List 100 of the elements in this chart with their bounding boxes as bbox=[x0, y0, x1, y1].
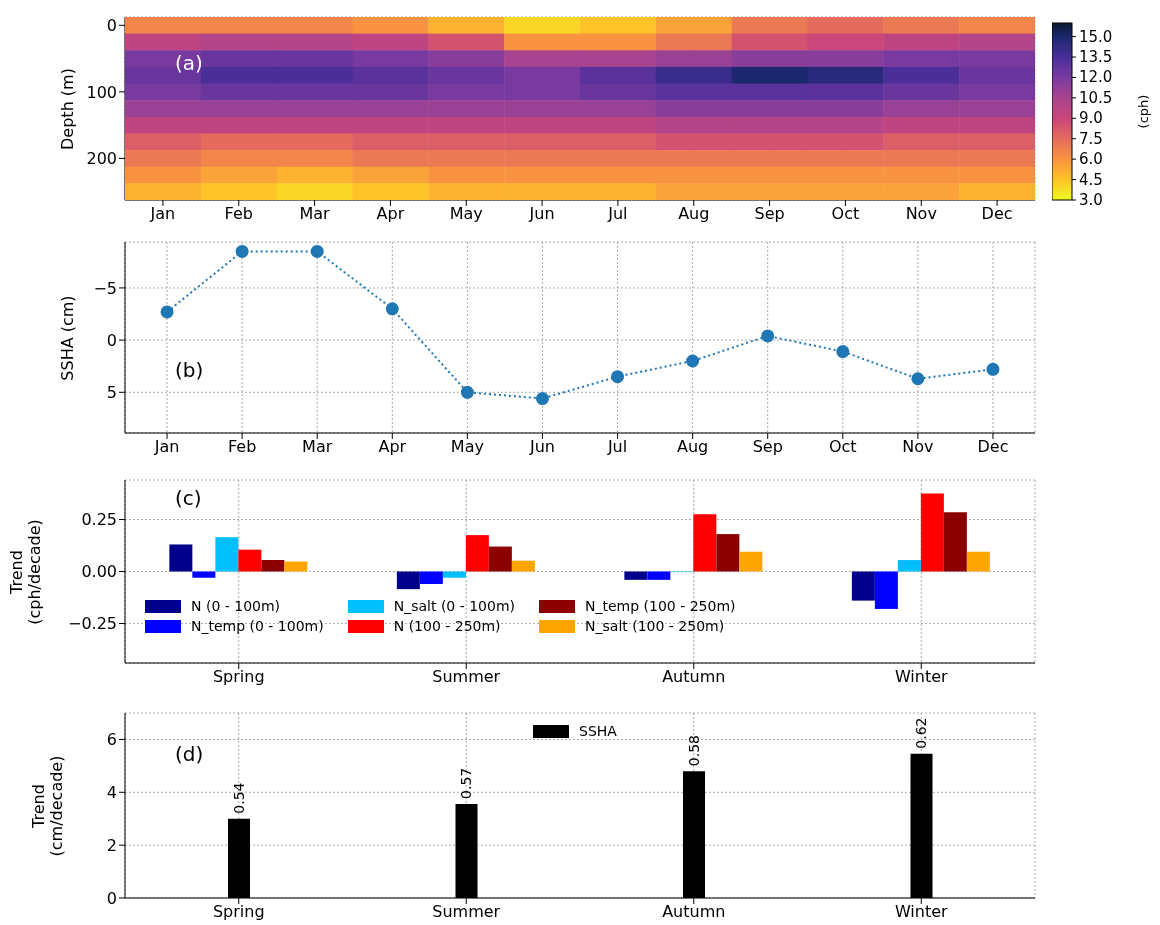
x-tick-label: Aug bbox=[677, 437, 709, 457]
bar bbox=[488, 546, 512, 572]
y-tick-label: 0 bbox=[106, 16, 117, 35]
bar bbox=[624, 571, 648, 580]
color-bar-label: 9.0 bbox=[1079, 109, 1103, 128]
point bbox=[611, 370, 625, 384]
y-tick-label: 0 bbox=[106, 888, 117, 908]
x-tick-label: Nov bbox=[902, 437, 934, 457]
y-tick-label: 6 bbox=[106, 730, 117, 750]
x-tick-label: Jul bbox=[607, 204, 628, 224]
point bbox=[310, 244, 324, 258]
x-tick-label: Sep bbox=[754, 204, 785, 224]
x-tick-label: Winter bbox=[894, 667, 949, 687]
bar bbox=[693, 514, 717, 572]
legend-label: N_temp (0 - 100m) bbox=[191, 618, 324, 634]
color-bar-label: 10.5 bbox=[1079, 88, 1113, 107]
x-tick-label: Summer bbox=[432, 902, 501, 922]
bar bbox=[215, 537, 239, 572]
x-tick-label: Sep bbox=[752, 437, 783, 457]
bar bbox=[169, 544, 193, 572]
y-tick-label: 100 bbox=[86, 82, 117, 102]
legend-label: SSHA bbox=[579, 723, 617, 739]
point bbox=[836, 345, 850, 359]
bar bbox=[851, 571, 875, 601]
point bbox=[160, 305, 174, 319]
x-tick-label: Nov bbox=[905, 204, 937, 224]
x-tick-label: Mar bbox=[302, 437, 333, 457]
x-tick-label: Feb bbox=[224, 204, 253, 224]
x-tick-label: Jan bbox=[153, 437, 180, 457]
point bbox=[986, 362, 1000, 376]
y-tick-label: 0.25 bbox=[81, 510, 117, 530]
bar bbox=[511, 560, 535, 572]
y-axis-title: Trend (cph/decade) bbox=[6, 518, 45, 625]
x-tick-label: Apr bbox=[376, 204, 405, 224]
annotation: 0.58 bbox=[685, 734, 702, 767]
annotation: (c) bbox=[175, 486, 202, 511]
x-tick-label: May bbox=[449, 204, 483, 224]
bar bbox=[943, 512, 967, 572]
legend-label: N (0 - 100m) bbox=[191, 598, 281, 614]
annotation: (a) bbox=[175, 50, 203, 75]
x-tick-label: Mar bbox=[299, 204, 331, 224]
x-tick-label: Oct bbox=[831, 204, 860, 224]
color-bar-label: 4.5 bbox=[1079, 170, 1103, 189]
x-tick-label: Spring bbox=[212, 902, 265, 922]
bar bbox=[238, 549, 262, 572]
y-tick-label: 2 bbox=[106, 835, 117, 855]
color-bar-label: 12.0 bbox=[1079, 68, 1113, 87]
legend-label: N_salt (100 - 250m) bbox=[585, 618, 725, 634]
point bbox=[535, 392, 549, 406]
annotation: 0.57 bbox=[458, 767, 475, 799]
bar bbox=[920, 493, 944, 572]
bar bbox=[966, 551, 990, 572]
legend-label: N_temp (100 - 250m) bbox=[585, 598, 736, 614]
bar bbox=[739, 551, 763, 572]
y-axis-title: Depth (m) bbox=[57, 67, 78, 150]
bar bbox=[647, 571, 671, 580]
x-tick-label: Oct bbox=[828, 437, 857, 457]
y-tick-label: 0 bbox=[106, 330, 117, 350]
bar bbox=[874, 571, 898, 609]
x-tick-label: Jun bbox=[528, 204, 555, 224]
point bbox=[911, 372, 925, 386]
annotation: (b) bbox=[175, 357, 204, 382]
color-bar-label: 3.0 bbox=[1079, 191, 1103, 209]
annotation: (d) bbox=[175, 741, 204, 766]
y-axis-title: SSHA (cm) bbox=[57, 294, 78, 381]
y-tick-label: 4 bbox=[106, 782, 117, 802]
point bbox=[385, 302, 399, 316]
x-tick-label: Winter bbox=[894, 902, 949, 922]
bar bbox=[716, 534, 740, 572]
bar bbox=[442, 571, 466, 578]
bar bbox=[192, 571, 216, 578]
point bbox=[235, 244, 249, 258]
color-bar-label: 7.5 bbox=[1079, 129, 1103, 148]
x-tick-label: Dec bbox=[981, 204, 1013, 224]
color-bar-title: (cph) bbox=[1136, 94, 1151, 129]
x-tick-label: Dec bbox=[977, 437, 1009, 457]
x-tick-label: May bbox=[450, 437, 484, 457]
y-tick-label: 200 bbox=[86, 149, 117, 169]
x-tick-label: Autumn bbox=[662, 667, 726, 687]
y-tick-label: 0.00 bbox=[81, 562, 117, 582]
x-tick-label: Feb bbox=[227, 437, 257, 457]
x-tick-label: Jul bbox=[606, 437, 628, 457]
y-tick-label: 5 bbox=[106, 382, 117, 402]
x-tick-label: Aug bbox=[678, 204, 710, 224]
color-bar-label: 13.5 bbox=[1079, 48, 1113, 67]
bar bbox=[284, 561, 308, 572]
point bbox=[460, 385, 474, 399]
legend-label: N (100 - 250m) bbox=[393, 618, 501, 634]
bar bbox=[897, 560, 921, 572]
annotation: 0.54 bbox=[230, 782, 247, 814]
legend-label: N_salt (0 - 100m) bbox=[393, 598, 516, 614]
x-tick-label: Jun bbox=[528, 437, 555, 457]
point bbox=[761, 329, 775, 343]
bar bbox=[419, 571, 443, 584]
bar bbox=[261, 560, 285, 572]
y-tick-label: −5 bbox=[93, 278, 117, 298]
color-bar-label: 6.0 bbox=[1079, 150, 1103, 169]
x-tick-label: Spring bbox=[212, 667, 265, 687]
color-bar-label: 15.0 bbox=[1079, 27, 1113, 46]
x-tick-label: Jan bbox=[149, 204, 176, 224]
